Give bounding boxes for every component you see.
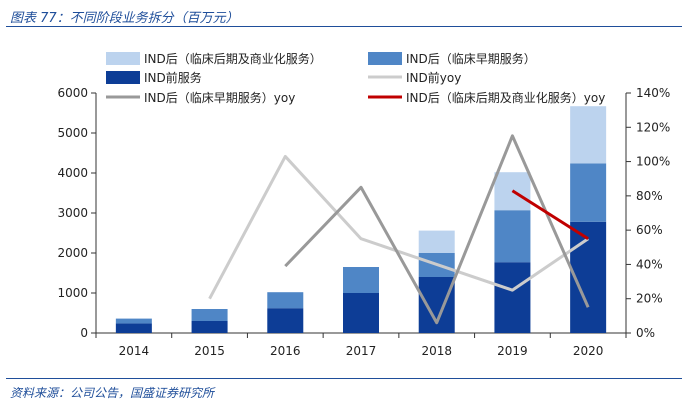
bar-segment — [570, 163, 607, 222]
y-tick-label: 1000 — [57, 286, 88, 300]
x-tick-label: 2020 — [573, 344, 604, 358]
y2-tick-label: 0% — [636, 326, 655, 340]
bar-layer — [115, 106, 607, 333]
bar-segment — [267, 308, 304, 333]
x-tick-label: 2015 — [194, 344, 225, 358]
line-layer — [208, 134, 590, 325]
legend: IND后（临床后期及商业化服务） IND后（临床早期服务） IND前服务 IND前yo… — [106, 51, 605, 105]
legend-label: IND后（临床后期及商业化服务）yoy — [406, 90, 605, 105]
y2-tick-label: 120% — [636, 120, 670, 134]
y2-tick-label: 40% — [636, 257, 663, 271]
bar-segment — [191, 309, 228, 321]
y2-tick-label: 100% — [636, 155, 670, 169]
source-divider — [6, 378, 682, 379]
bar-segment — [115, 318, 152, 324]
y2-tick-label: 140% — [636, 86, 670, 100]
series-line — [511, 189, 589, 240]
x-tick-label: 2019 — [497, 344, 528, 358]
x-tick-label: 2017 — [346, 344, 377, 358]
bar-segment — [418, 277, 455, 333]
legend-label: IND前yoy — [406, 70, 461, 85]
y-tick-label: 5000 — [57, 126, 88, 140]
bar-segment — [418, 230, 455, 253]
y2-tick-label: 20% — [636, 292, 663, 306]
series-line — [208, 154, 589, 300]
legend-label: IND后（临床早期服务）yoy — [144, 90, 295, 105]
bar-segment — [343, 267, 379, 293]
y2-tick-label: 60% — [636, 223, 663, 237]
legend-label: IND后（临床后期及商业化服务） — [144, 51, 322, 66]
title-divider — [6, 26, 682, 27]
bar-segment — [494, 262, 531, 333]
bar-segment — [570, 106, 607, 164]
y2-tick-label: 80% — [636, 189, 663, 203]
series-line — [284, 134, 590, 325]
legend-label: IND后（临床早期服务） — [406, 51, 536, 66]
bar-segment — [115, 323, 152, 333]
y-tick-label: 6000 — [57, 86, 88, 100]
bar-segment — [267, 292, 304, 309]
y-tick-label: 4000 — [57, 166, 88, 180]
x-tick-label: 2018 — [421, 344, 452, 358]
x-tick-label: 2014 — [119, 344, 150, 358]
y-tick-label: 2000 — [57, 246, 88, 260]
figure-title: 图表 77：不同阶段业务拆分（百万元） — [10, 11, 239, 26]
legend-swatch — [368, 52, 402, 65]
legend-label: IND前服务 — [144, 70, 202, 85]
bar-segment — [343, 293, 379, 333]
y-tick-label: 0 — [80, 326, 88, 340]
x-tick-label: 2016 — [270, 344, 301, 358]
y-tick-label: 3000 — [57, 206, 88, 220]
source-note: 资料来源：公司公告，国盛证券研究所 — [10, 386, 215, 400]
legend-swatch — [106, 52, 140, 65]
bar-segment — [191, 321, 228, 333]
legend-swatch — [106, 71, 140, 84]
axes-layer: 0 1000 2000 3000 4000 5000 6000 0% 20% 40% 60% 80% 1… — [57, 86, 670, 358]
bar-segment — [494, 210, 531, 263]
